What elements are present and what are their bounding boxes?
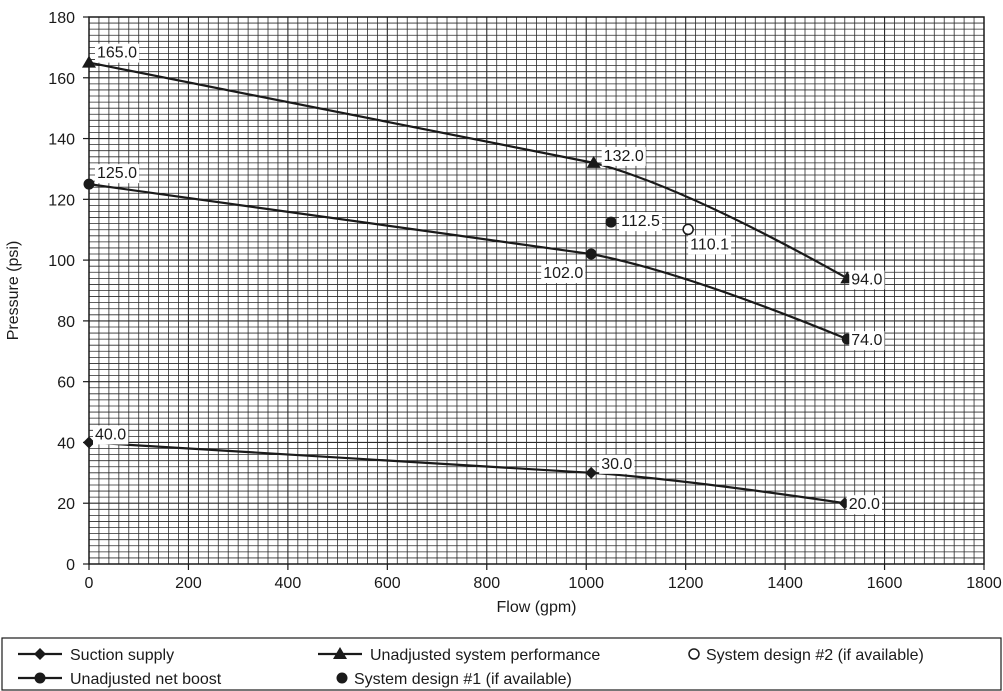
- legend-item: System design #1 (if available): [336, 671, 572, 688]
- data-label: 112.5: [621, 213, 660, 230]
- data-label-background: [688, 235, 732, 255]
- x-tick-label: 0: [85, 575, 94, 592]
- grid: [89, 17, 984, 564]
- x-tick-label: 1800: [966, 575, 1002, 592]
- data-labels: 40.0 30.0 20.0 165.0 132.0 94.0 125.0 102.0 74.0…: [93, 43, 885, 515]
- x-tick-label: 400: [275, 575, 302, 592]
- data-label-background: [95, 164, 140, 184]
- data-label-background: [93, 425, 129, 445]
- data-point: [83, 436, 95, 449]
- legend-box: [1, 637, 1002, 691]
- y-tick-label: 20: [57, 496, 75, 513]
- data-label-group: 110.1: [688, 235, 732, 255]
- legend-item: Unadjusted system performance: [318, 647, 600, 664]
- legend-item: Suction supply: [18, 647, 174, 664]
- data-label-group: 94.0: [849, 270, 885, 290]
- data-label-background: [601, 146, 646, 166]
- data-label: 20.0: [849, 496, 880, 513]
- legend-marker: [34, 648, 46, 660]
- data-label-background: [849, 270, 885, 290]
- data-label: 125.0: [97, 165, 137, 182]
- data-label-group: 20.0: [846, 495, 883, 515]
- legend-text: Suction supply: [70, 647, 174, 664]
- x-tick-label: 1000: [568, 575, 604, 592]
- design-point: [682, 223, 694, 236]
- legend-marker: [688, 648, 700, 660]
- data-label-background: [95, 43, 140, 63]
- x-tick-label: 800: [473, 575, 500, 592]
- data-label-group: 30.0: [599, 454, 635, 474]
- y-tick-label: 60: [57, 375, 75, 392]
- x-axis-label: Flow (gpm): [496, 599, 576, 616]
- data-label: 132.0: [604, 148, 644, 165]
- data-point: [586, 155, 601, 168]
- data-label-background: [541, 264, 586, 284]
- data-label: 30.0: [601, 456, 632, 473]
- legend-text: Unadjusted net boost: [70, 671, 222, 688]
- data-label-group: 165.0: [95, 43, 140, 63]
- x-tick-label: 1200: [668, 575, 704, 592]
- data-label: 102.0: [543, 265, 583, 282]
- data-point: [585, 466, 598, 479]
- data-label-background: [849, 331, 885, 351]
- legend-text: Unadjusted system performance: [370, 647, 600, 664]
- y-axis-label: Pressure (psi): [5, 241, 22, 341]
- y-tick-label: 100: [48, 253, 75, 270]
- x-tick-label: 1600: [867, 575, 903, 592]
- x-tick-label: 600: [374, 575, 401, 592]
- x-tick-label: 200: [175, 575, 202, 592]
- plot-frame: [88, 16, 985, 565]
- series-line: [88, 61, 848, 280]
- series-markers: [82, 55, 855, 510]
- y-tick-label: 40: [57, 435, 75, 452]
- data-label-background: [599, 454, 635, 474]
- x-tick-label: 1400: [767, 575, 803, 592]
- series-lines: [88, 61, 848, 505]
- legend-marker: [333, 647, 347, 659]
- legend-item: Unadjusted net boost: [18, 671, 222, 688]
- axis-ticks: 0 200 400 600 800 1000 1200 1400 1600 1800 0 20 40 60…: [48, 10, 1002, 592]
- data-label-background: [619, 212, 663, 232]
- y-tick-label: 0: [66, 557, 75, 574]
- data-point: [585, 248, 597, 260]
- data-label: 94.0: [851, 271, 882, 288]
- legend-marker: [336, 672, 348, 684]
- legend-text: System design #1 (if available): [354, 671, 572, 688]
- design-point: [605, 216, 617, 228]
- data-label-group: 125.0: [95, 164, 140, 184]
- data-label: 110.1: [690, 236, 729, 253]
- data-label-group: 102.0: [541, 264, 586, 284]
- y-tick-label: 140: [48, 132, 75, 149]
- data-label-group: 112.5: [619, 212, 663, 232]
- data-label-group: 74.0: [849, 331, 885, 351]
- series-line: [88, 183, 848, 341]
- y-tick-label: 80: [57, 314, 75, 331]
- data-label-background: [846, 495, 883, 515]
- y-tick-label: 160: [48, 71, 75, 88]
- legend-marker: [34, 672, 46, 684]
- legend-text: System design #2 (if available): [706, 647, 924, 664]
- data-point: [82, 55, 96, 68]
- data-label: 40.0: [95, 426, 126, 443]
- y-tick-label: 180: [48, 10, 75, 27]
- data-point: [83, 178, 95, 190]
- data-label: 74.0: [851, 332, 882, 349]
- y-tick-label: 120: [48, 192, 75, 209]
- data-label: 165.0: [97, 45, 137, 62]
- legend-item: System design #2 (if available): [688, 647, 924, 664]
- legend: Suction supply Unadjusted net boost Unadju…: [1, 637, 1002, 691]
- data-label-group: 132.0: [601, 146, 646, 166]
- data-label-group: 40.0: [93, 425, 129, 445]
